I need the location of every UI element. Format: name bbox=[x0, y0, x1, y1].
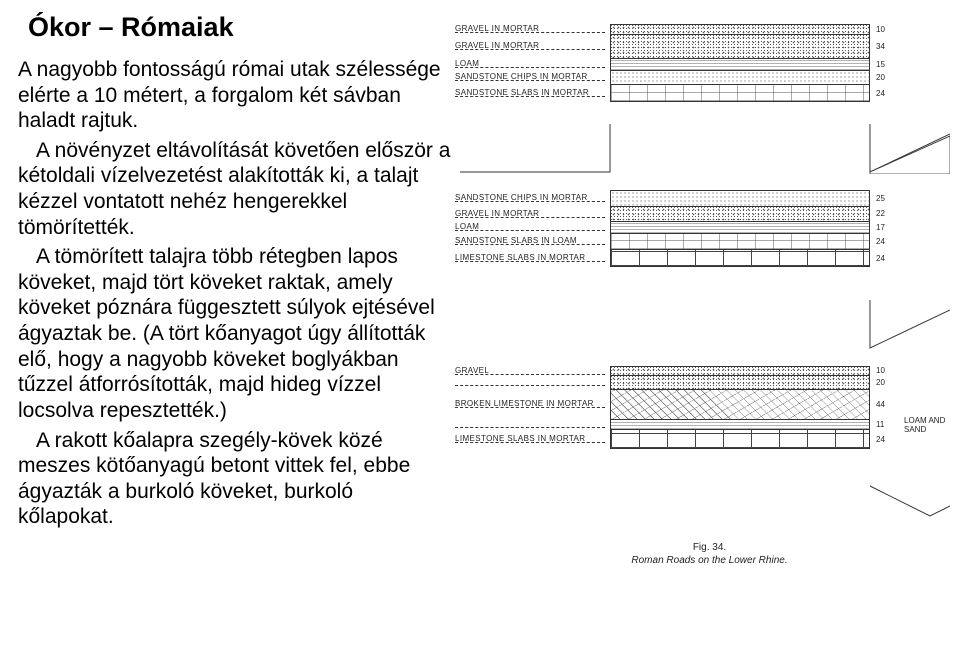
layer-row: LIMESTONE SLABS IN MORTAR24 bbox=[610, 249, 870, 267]
layer-row: GRAVEL10 bbox=[610, 366, 870, 375]
layers-2: SANDSTONE CHIPS IN MORTAR25GRAVEL IN MOR… bbox=[610, 190, 870, 267]
layer-texture bbox=[610, 70, 870, 84]
road-cross-section-3: GRAVEL1020BROKEN LIMESTONE IN MORTAR4411… bbox=[460, 356, 950, 536]
paragraph-2: A növényzet eltávolítását követően elősz… bbox=[18, 138, 452, 240]
layer-row: GRAVEL IN MORTAR22 bbox=[610, 206, 870, 221]
layer-thickness: 24 bbox=[876, 237, 904, 246]
layer-thickness: 44 bbox=[876, 400, 904, 409]
layer-thickness: 10 bbox=[876, 25, 904, 34]
layer-label: GRAVEL IN MORTAR bbox=[455, 210, 605, 218]
paragraph-3: A tömörített talajra több rétegben lapos… bbox=[18, 244, 452, 423]
side-label: LOAM AND SAND bbox=[904, 416, 954, 434]
layer-row: 11 bbox=[610, 419, 870, 429]
layer-texture bbox=[610, 419, 870, 429]
layer-thickness: 20 bbox=[876, 378, 904, 387]
layer-texture bbox=[610, 221, 870, 233]
layer-texture bbox=[610, 233, 870, 249]
layer-thickness: 34 bbox=[876, 42, 904, 51]
layer-texture bbox=[610, 389, 870, 419]
layer-row: SANDSTONE SLABS IN MORTAR24 bbox=[610, 84, 870, 102]
figure-caption-text: Roman Roads on the Lower Rhine. bbox=[460, 555, 959, 566]
road-cross-section-2: SANDSTONE CHIPS IN MORTAR25GRAVEL IN MOR… bbox=[460, 180, 950, 350]
layer-row: GRAVEL IN MORTAR34 bbox=[610, 34, 870, 58]
layer-texture bbox=[610, 24, 870, 34]
layer-label: BROKEN LIMESTONE IN MORTAR bbox=[455, 400, 605, 408]
layer-label: GRAVEL bbox=[455, 367, 605, 375]
layer-row: LOAM17 bbox=[610, 221, 870, 233]
layer-thickness: 17 bbox=[876, 223, 904, 232]
layer-thickness: 15 bbox=[876, 60, 904, 69]
text-column: Ókor – Rómaiak A nagyobb fontosságú róma… bbox=[0, 0, 460, 659]
layer-texture bbox=[610, 249, 870, 267]
layer-row: GRAVEL IN MORTAR10 bbox=[610, 24, 870, 34]
layer-label: GRAVEL IN MORTAR bbox=[455, 25, 605, 33]
layer-texture bbox=[610, 375, 870, 389]
layer-texture bbox=[610, 58, 870, 70]
layers-3: GRAVEL1020BROKEN LIMESTONE IN MORTAR4411… bbox=[610, 366, 870, 449]
layer-texture bbox=[610, 34, 870, 58]
road-cross-section-1: GRAVEL IN MORTAR10GRAVEL IN MORTAR34LOAM… bbox=[460, 14, 950, 174]
layer-row: SANDSTONE SLABS IN LOAM24 bbox=[610, 233, 870, 249]
layer-row: BROKEN LIMESTONE IN MORTAR44 bbox=[610, 389, 870, 419]
layer-thickness: 11 bbox=[876, 420, 904, 429]
layer-label: GRAVEL IN MORTAR bbox=[455, 42, 605, 50]
layer-label: LIMESTONE SLABS IN MORTAR bbox=[455, 254, 605, 262]
layer-label: LIMESTONE SLABS IN MORTAR bbox=[455, 435, 605, 443]
layer-texture bbox=[610, 84, 870, 102]
layer-texture bbox=[610, 429, 870, 449]
page-title: Ókor – Rómaiak bbox=[18, 12, 452, 43]
layer-row: SANDSTONE CHIPS IN MORTAR25 bbox=[610, 190, 870, 206]
layer-thickness: 24 bbox=[876, 89, 904, 98]
layer-label: SANDSTONE CHIPS IN MORTAR bbox=[455, 194, 605, 202]
page: Ókor – Rómaiak A nagyobb fontosságú róma… bbox=[0, 0, 959, 659]
layer-label: SANDSTONE CHIPS IN MORTAR bbox=[455, 73, 605, 81]
layer-texture bbox=[610, 206, 870, 221]
layer-row: 20 bbox=[610, 375, 870, 389]
figure-caption-num: Fig. 34. bbox=[460, 542, 959, 553]
layer-thickness: 25 bbox=[876, 194, 904, 203]
layer-texture bbox=[610, 190, 870, 206]
layer-label bbox=[455, 378, 605, 386]
layer-thickness: 20 bbox=[876, 73, 904, 82]
paragraph-1: A nagyobb fontosságú római utak szélessé… bbox=[18, 57, 452, 134]
layer-label: SANDSTONE SLABS IN MORTAR bbox=[455, 89, 605, 97]
layer-row: LIMESTONE SLABS IN MORTAR24 bbox=[610, 429, 870, 449]
slope-icon bbox=[460, 114, 950, 174]
layer-texture bbox=[610, 366, 870, 375]
layer-label bbox=[455, 420, 605, 428]
slope-icon bbox=[460, 476, 950, 536]
layer-thickness: 24 bbox=[876, 254, 904, 263]
layers-1: GRAVEL IN MORTAR10GRAVEL IN MORTAR34LOAM… bbox=[610, 24, 870, 102]
paragraph-4: A rakott kőalapra szegély-kövek közé mes… bbox=[18, 428, 452, 530]
layer-row: LOAM15 bbox=[610, 58, 870, 70]
layer-label: LOAM bbox=[455, 60, 605, 68]
slope-icon bbox=[460, 290, 950, 350]
layer-thickness: 10 bbox=[876, 366, 904, 375]
layer-row: SANDSTONE CHIPS IN MORTAR20 bbox=[610, 70, 870, 84]
layer-label: LOAM bbox=[455, 223, 605, 231]
layer-thickness: 22 bbox=[876, 209, 904, 218]
layer-thickness: 24 bbox=[876, 435, 904, 444]
figure-column: GRAVEL IN MORTAR10GRAVEL IN MORTAR34LOAM… bbox=[460, 0, 959, 659]
layer-label: SANDSTONE SLABS IN LOAM bbox=[455, 237, 605, 245]
